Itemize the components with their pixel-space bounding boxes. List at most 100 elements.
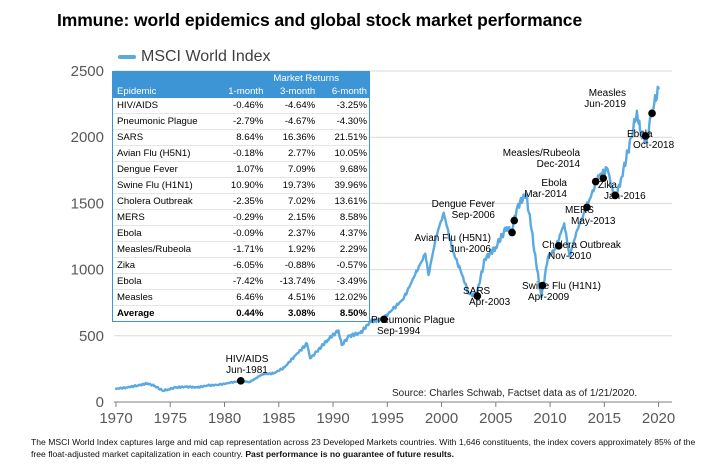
table-body: HIV/AIDS -0.46% -4.64% -3.25% Pneumonic Plag…	[113, 98, 369, 306]
average-label: Average	[117, 308, 155, 319]
cell-3-month: -4.67%	[284, 116, 316, 127]
y-tick-label: 2500	[71, 63, 104, 80]
table-row: Ebola -0.09% 2.37% 4.37%	[113, 226, 369, 242]
marker-date: Jan-2016	[604, 191, 646, 202]
x-tick-label: 1995	[371, 410, 404, 427]
marker-date: Jun-2019	[584, 99, 626, 110]
table-row: Swine Flu (H1N1) 10.90% 19.73% 39.96%	[113, 178, 369, 194]
average-1-month: 0.44%	[236, 308, 264, 319]
epidemic-marker	[611, 191, 619, 200]
epidemic-marker	[236, 377, 245, 385]
marker-date: Apr-2003	[469, 297, 511, 308]
average-6-month: 8.50%	[339, 308, 368, 319]
epidemic-marker	[648, 109, 656, 118]
cell-3-month: 1.92%	[288, 244, 316, 255]
marker-label: HIV/AIDS	[226, 354, 269, 365]
cell-1-month: 1.07%	[236, 164, 264, 175]
footnote: The MSCI World Index captures large and …	[31, 436, 696, 460]
y-tick-label: 0	[96, 394, 104, 411]
marker-date: Sep-2006	[452, 210, 496, 221]
x-tick-label: 2005	[479, 410, 512, 427]
gridlines	[114, 70, 672, 337]
cell-3-month: 2.15%	[288, 212, 316, 223]
marker-date: Sep-1994	[377, 326, 421, 337]
cell-6-month: 12.02%	[334, 292, 368, 303]
cell-6-month: -4.30%	[336, 116, 368, 127]
marker-date: Nov-2010	[548, 251, 592, 262]
cell-1-month: -7.42%	[233, 276, 264, 287]
epidemic-marker	[538, 281, 547, 290]
epidemic-marker	[591, 177, 600, 186]
marker-label: Zika	[598, 180, 617, 191]
cell-epidemic: Ebola	[117, 228, 142, 239]
average-3-month: 3.08%	[288, 308, 316, 319]
table-row: Ebola -7.42% -13.74% -3.49%	[113, 274, 369, 290]
cell-1-month: -0.18%	[233, 148, 264, 159]
cell-epidemic: Measles/Rubeola	[117, 244, 192, 255]
epidemic-marker	[508, 228, 516, 237]
cell-epidemic: Avian Flu (H5N1)	[117, 148, 191, 159]
marker-date: Dec-2014	[537, 159, 581, 170]
marker-date: Oct-2018	[633, 140, 675, 151]
marker-label: Swine Flu (H1N1)	[522, 281, 601, 292]
marker-label: Measles	[589, 88, 626, 99]
y-tick-label: 1000	[71, 262, 104, 279]
msci-world-index-line	[114, 85, 660, 393]
table-row: MERS -0.29% 2.15% 8.58%	[113, 210, 369, 226]
header-6-month: 6-month	[331, 86, 368, 97]
cell-3-month: 2.37%	[288, 228, 316, 239]
cell-1-month: -0.09%	[233, 228, 264, 239]
cell-epidemic: Zika	[117, 260, 136, 271]
cell-6-month: -3.25%	[336, 100, 368, 111]
epidemic-marker	[554, 241, 563, 250]
epidemic-marker	[599, 174, 608, 183]
cell-epidemic: Ebola	[117, 276, 142, 287]
cell-3-month: 7.02%	[288, 196, 316, 207]
cell-1-month: -2.35%	[233, 196, 264, 207]
cell-1-month: 6.46%	[236, 292, 264, 303]
cell-6-month: 9.68%	[339, 164, 368, 175]
cell-1-month: -0.46%	[233, 100, 264, 111]
cell-6-month: 4.37%	[339, 228, 368, 239]
y-axis-ticks: 0 500 1000 1500 2000 2500	[71, 63, 104, 411]
table-row: Avian Flu (H5N1) -0.18% 2.77% 10.05%	[113, 146, 369, 162]
cell-3-month: 2.77%	[288, 148, 316, 159]
cell-epidemic: SARS	[117, 132, 144, 143]
cell-3-month: -13.74%	[279, 276, 316, 287]
cell-3-month: 19.73%	[282, 180, 316, 191]
marker-date: Jun-2006	[449, 244, 491, 255]
cell-1-month: -1.71%	[233, 244, 264, 255]
cell-6-month: -0.57%	[336, 260, 368, 271]
marker-date: Jun-1981	[226, 365, 268, 376]
marker-date: Apr-2009	[528, 292, 570, 303]
marker-label: SARS	[463, 286, 491, 297]
cell-1-month: 8.64%	[236, 132, 264, 143]
marker-date: May-2013	[571, 216, 616, 227]
page-title: Immune: world epidemics and global stock…	[57, 10, 583, 30]
table-row: Measles/Rubeola -1.71% 1.92% 2.29%	[113, 242, 369, 258]
marker-label: Dengue Fever	[432, 199, 496, 210]
y-tick-label: 1500	[71, 195, 104, 212]
cell-1-month: 10.90%	[230, 180, 264, 191]
cell-6-month: 8.58%	[339, 212, 368, 223]
marker-label: Ebola	[541, 178, 567, 189]
cell-1-month: -2.79%	[233, 116, 264, 127]
table-row: Zika -6.05% -0.88% -0.57%	[113, 258, 369, 274]
y-tick-label: 500	[79, 328, 104, 345]
x-tick-label: 1970	[99, 410, 132, 427]
legend-swatch	[118, 55, 136, 59]
cell-6-month: 10.05%	[334, 148, 368, 159]
epidemic-marker	[583, 203, 591, 212]
cell-epidemic: Swine Flu (H1N1)	[117, 180, 193, 191]
header-epidemic: Epidemic	[117, 86, 157, 97]
x-tick-label: 2000	[425, 410, 458, 427]
marker-label: Ebola	[627, 129, 653, 140]
y-tick-label: 2000	[71, 129, 104, 146]
chart-legend: MSCI World Index	[118, 48, 271, 66]
cell-6-month: 39.96%	[334, 180, 368, 191]
table-row: SARS 8.64% 16.36% 21.51%	[113, 130, 369, 146]
table-title: Market Returns	[113, 72, 369, 85]
epidemic-marker	[641, 132, 650, 140]
